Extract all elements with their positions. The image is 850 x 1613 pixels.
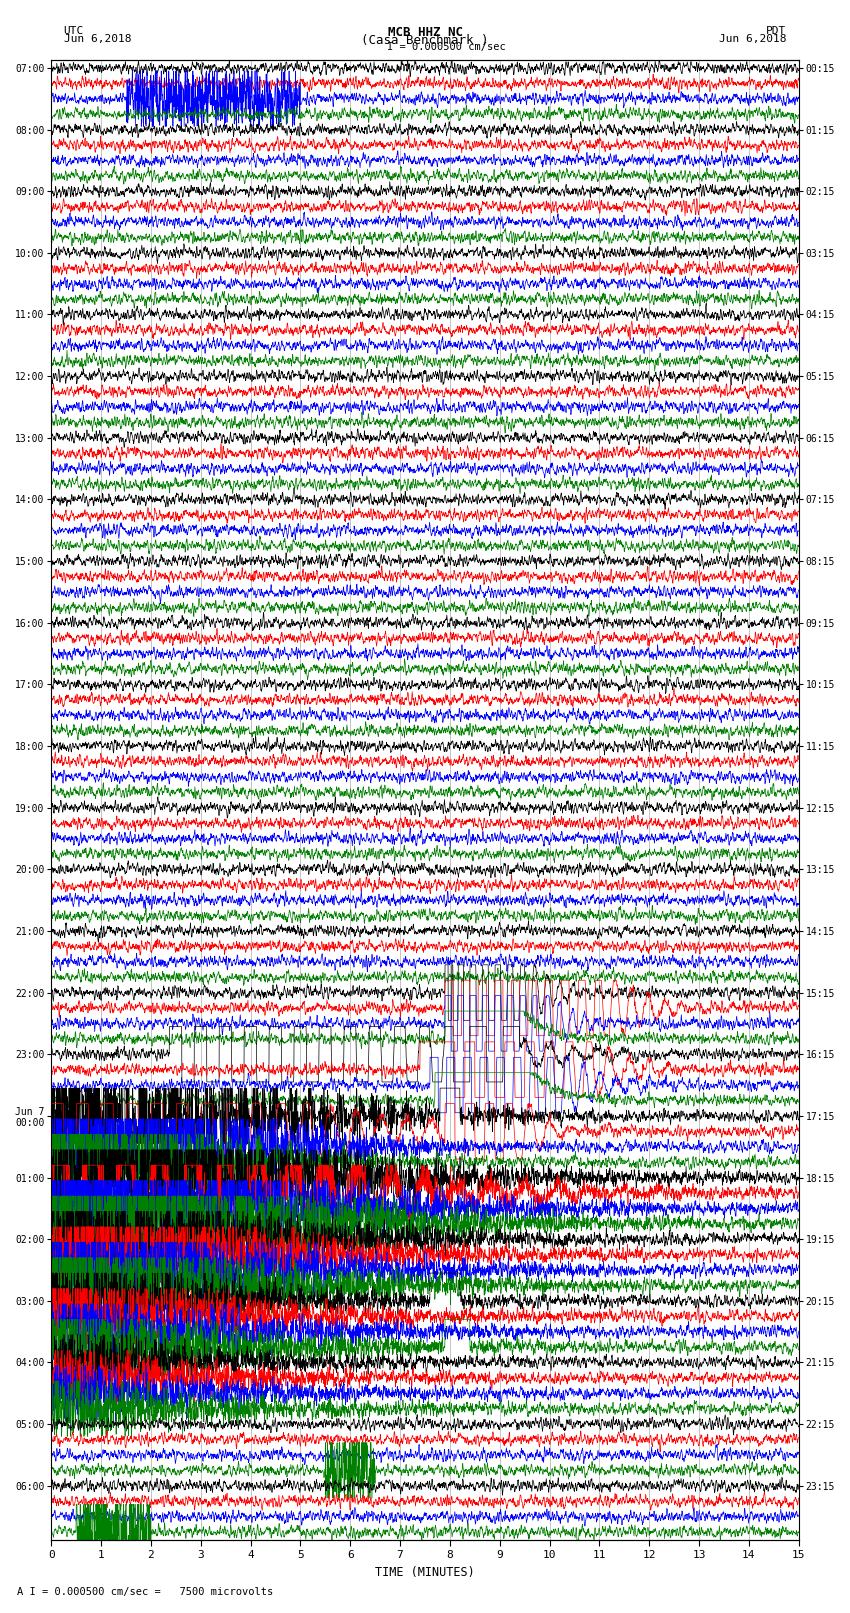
Text: UTC: UTC xyxy=(64,26,84,35)
Text: Jun 6,2018: Jun 6,2018 xyxy=(719,34,786,44)
X-axis label: TIME (MINUTES): TIME (MINUTES) xyxy=(375,1566,475,1579)
Text: Jun 6,2018: Jun 6,2018 xyxy=(64,34,131,44)
Text: I = 0.000500 cm/sec: I = 0.000500 cm/sec xyxy=(387,42,506,52)
Text: MCB HHZ NC: MCB HHZ NC xyxy=(388,26,462,39)
Text: PDT: PDT xyxy=(766,26,786,35)
Text: A I = 0.000500 cm/sec =   7500 microvolts: A I = 0.000500 cm/sec = 7500 microvolts xyxy=(17,1587,273,1597)
Text: (Casa Benchmark ): (Casa Benchmark ) xyxy=(361,34,489,47)
